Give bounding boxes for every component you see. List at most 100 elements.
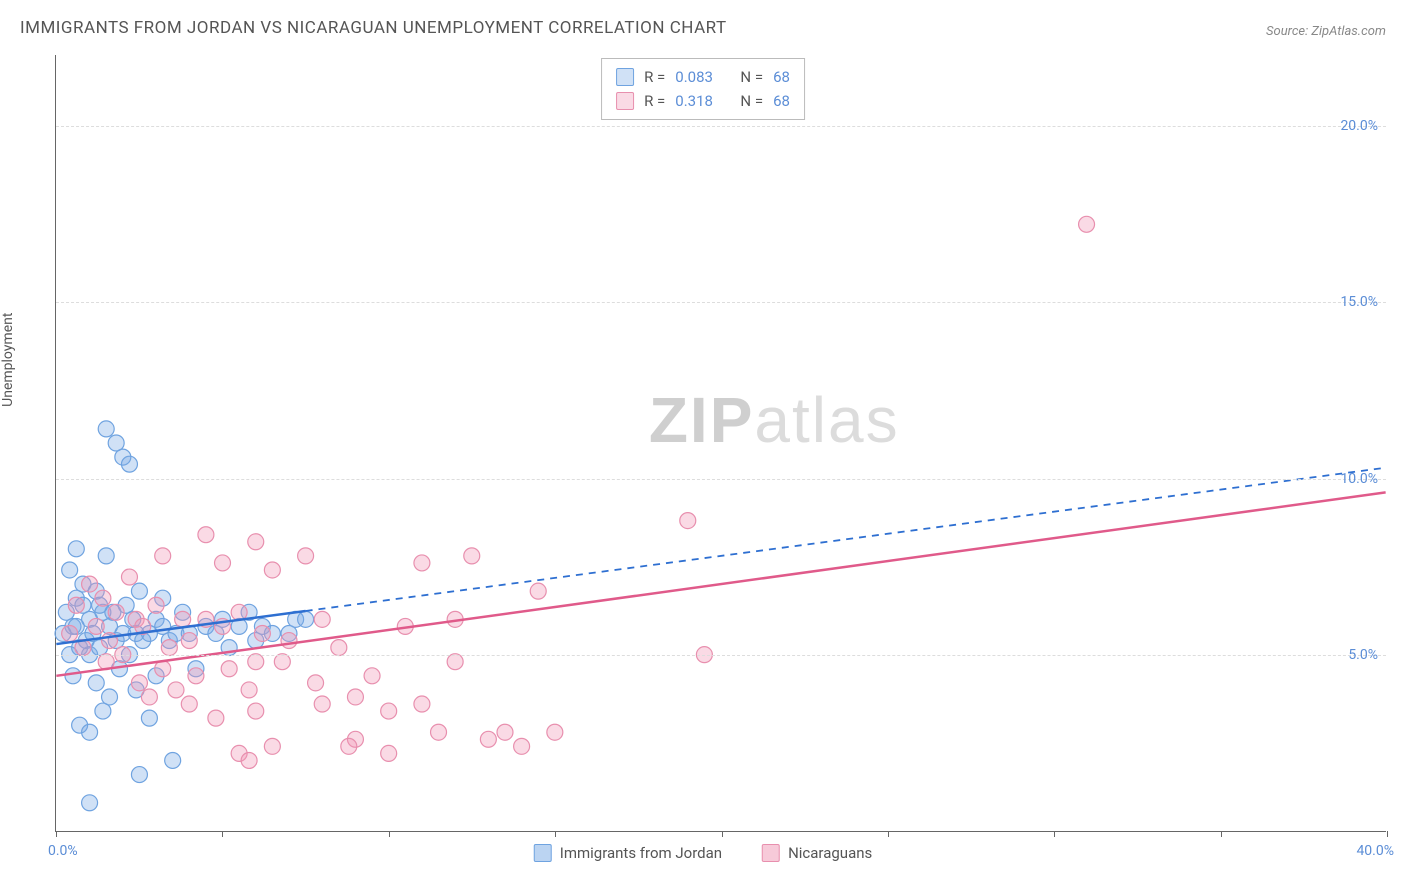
- stats-legend-row: R = 0.083 N = 68: [616, 65, 790, 89]
- legend-swatch: [616, 92, 634, 110]
- scatter-point: [298, 611, 314, 627]
- scatter-point: [364, 668, 380, 684]
- scatter-point: [381, 703, 397, 719]
- stat-n-value: 68: [773, 89, 790, 113]
- stat-n-label: N =: [740, 89, 763, 113]
- scatter-point: [148, 597, 164, 613]
- gridline: [56, 302, 1386, 303]
- scatter-point: [131, 767, 147, 783]
- xtick: [1054, 831, 1055, 837]
- scatter-point: [161, 640, 177, 656]
- scatter-point: [331, 640, 347, 656]
- scatter-point: [88, 618, 104, 634]
- legend-label: Immigrants from Jordan: [560, 844, 722, 862]
- scatter-point: [82, 724, 98, 740]
- scatter-point: [102, 633, 118, 649]
- scatter-point: [82, 576, 98, 592]
- scatter-point: [98, 548, 114, 564]
- legend-swatch: [616, 68, 634, 86]
- scatter-point: [514, 738, 530, 754]
- stat-r-label: R =: [644, 89, 665, 113]
- stats-legend-row: R = 0.318 N = 68: [616, 89, 790, 113]
- scatter-point: [281, 633, 297, 649]
- xaxis-max-label: 40.0%: [1356, 843, 1394, 859]
- y-axis-label: Unemployment: [0, 313, 16, 407]
- xtick: [555, 831, 556, 837]
- xtick: [222, 831, 223, 837]
- scatter-point: [62, 625, 78, 641]
- source-label: Source: ZipAtlas.com: [1266, 24, 1386, 39]
- scatter-point: [414, 696, 430, 712]
- scatter-point: [95, 590, 111, 606]
- scatter-point: [298, 548, 314, 564]
- legend-item: Immigrants from Jordan: [534, 844, 722, 862]
- correlation-chart: IMMIGRANTS FROM JORDAN VS NICARAGUAN UNE…: [0, 0, 1406, 892]
- scatter-point: [131, 583, 147, 599]
- scatter-point: [264, 562, 280, 578]
- scatter-point: [381, 745, 397, 761]
- gridline: [56, 655, 1386, 656]
- scatter-point: [175, 611, 191, 627]
- scatter-point: [181, 696, 197, 712]
- scatter-point: [198, 527, 214, 543]
- scatter-point: [208, 710, 224, 726]
- ytick-label: 10.0%: [1340, 471, 1378, 487]
- stat-r-value: 0.083: [675, 65, 713, 89]
- scatter-point: [314, 696, 330, 712]
- scatter-point: [68, 597, 84, 613]
- legend-label: Nicaraguans: [788, 844, 872, 862]
- scatter-point: [464, 548, 480, 564]
- scatter-point: [497, 724, 513, 740]
- xtick: [1221, 831, 1222, 837]
- scatter-point: [431, 724, 447, 740]
- scatter-point: [248, 534, 264, 550]
- legend-swatch: [534, 844, 552, 862]
- regression-line-extrapolated: [306, 468, 1386, 611]
- scatter-point: [62, 562, 78, 578]
- scatter-point: [121, 456, 137, 472]
- ytick-label: 20.0%: [1340, 118, 1378, 134]
- chart-title: IMMIGRANTS FROM JORDAN VS NICARAGUAN UNE…: [20, 18, 727, 38]
- scatter-point: [141, 689, 157, 705]
- scatter-point: [241, 752, 257, 768]
- scatter-point: [248, 703, 264, 719]
- stat-n-value: 68: [773, 65, 790, 89]
- scatter-point: [680, 513, 696, 529]
- legend-swatch: [762, 844, 780, 862]
- scatter-point: [168, 682, 184, 698]
- stat-n-label: N =: [740, 65, 763, 89]
- stat-r-value: 0.318: [675, 89, 713, 113]
- plot-area: ZIPatlas 5.0%10.0%15.0%20.0%0.0%40.0%: [55, 55, 1386, 832]
- xtick: [1387, 831, 1388, 837]
- scatter-point: [165, 752, 181, 768]
- scatter-point: [547, 724, 563, 740]
- gridline: [56, 126, 1386, 127]
- scatter-point: [181, 633, 197, 649]
- xtick: [56, 831, 57, 837]
- scatter-point: [480, 731, 496, 747]
- scatter-point: [341, 738, 357, 754]
- stat-r-label: R =: [644, 65, 665, 89]
- stats-legend: R = 0.083 N = 68R = 0.318 N = 68: [601, 58, 805, 120]
- legend-item: Nicaraguans: [762, 844, 872, 862]
- scatter-point: [141, 710, 157, 726]
- xtick: [389, 831, 390, 837]
- scatter-point: [108, 604, 124, 620]
- xtick: [888, 831, 889, 837]
- scatter-point: [314, 611, 330, 627]
- scatter-point: [347, 689, 363, 705]
- scatter-point: [82, 795, 98, 811]
- scatter-point: [308, 675, 324, 691]
- scatter-point: [102, 689, 118, 705]
- scatter-point: [88, 675, 104, 691]
- scatter-point: [414, 555, 430, 571]
- scatter-point: [68, 541, 84, 557]
- ytick-label: 5.0%: [1348, 647, 1378, 663]
- scatter-point: [121, 569, 137, 585]
- plot-svg: [56, 55, 1386, 831]
- scatter-point: [530, 583, 546, 599]
- scatter-point: [221, 661, 237, 677]
- xaxis-min-label: 0.0%: [48, 843, 78, 859]
- scatter-point: [264, 738, 280, 754]
- series-legend: Immigrants from Jordan Nicaraguans: [534, 844, 873, 862]
